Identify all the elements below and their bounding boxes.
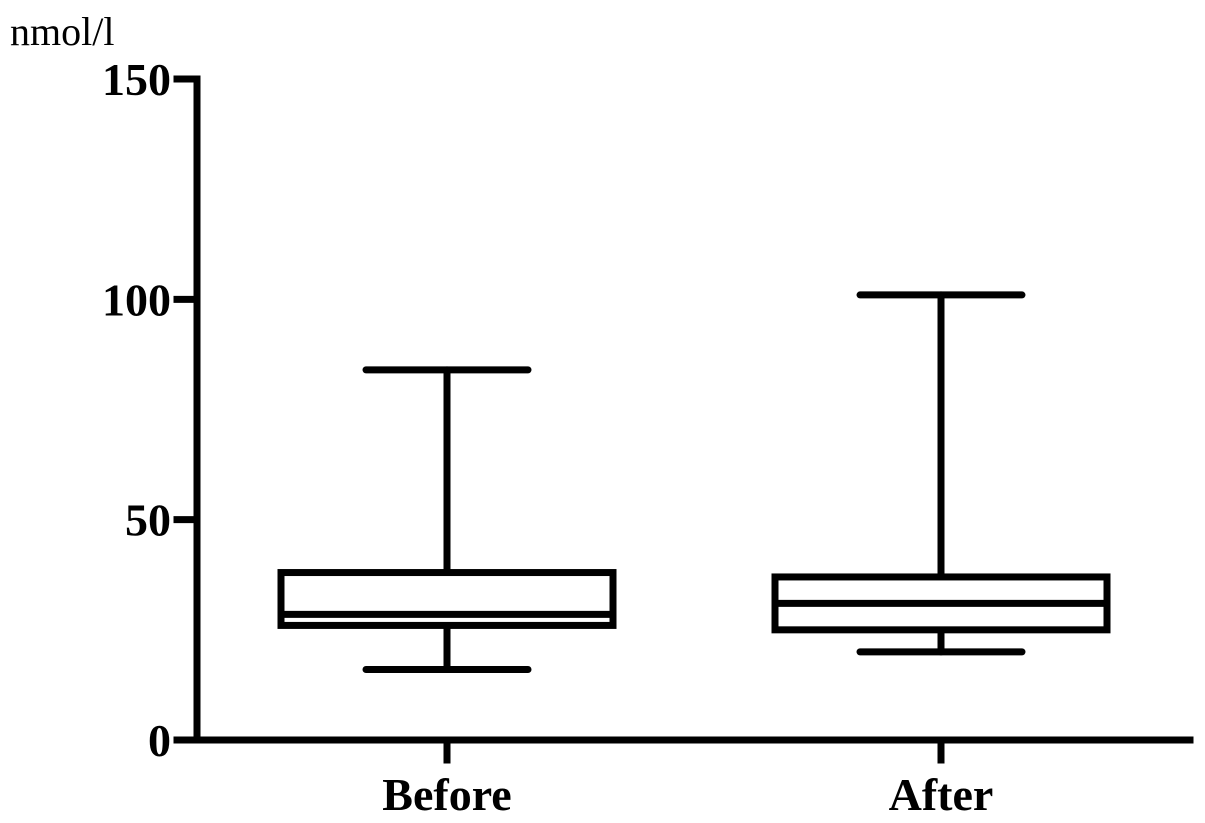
- y-tick-label: 150: [102, 54, 171, 105]
- y-axis-unit-label: nmol/l: [10, 9, 114, 54]
- y-tick-label: 0: [148, 715, 171, 766]
- box-after: [771, 291, 1111, 656]
- y-axis-ticks: 0 50 100 150: [102, 54, 201, 766]
- y-tick-label: 50: [125, 495, 171, 546]
- box-series: [277, 291, 1111, 673]
- x-axis-ticks: Before After: [382, 736, 994, 820]
- y-tick-label: 100: [102, 274, 171, 325]
- box-before: [277, 366, 617, 673]
- x-category-label: After: [889, 769, 994, 820]
- x-category-label: Before: [382, 769, 511, 820]
